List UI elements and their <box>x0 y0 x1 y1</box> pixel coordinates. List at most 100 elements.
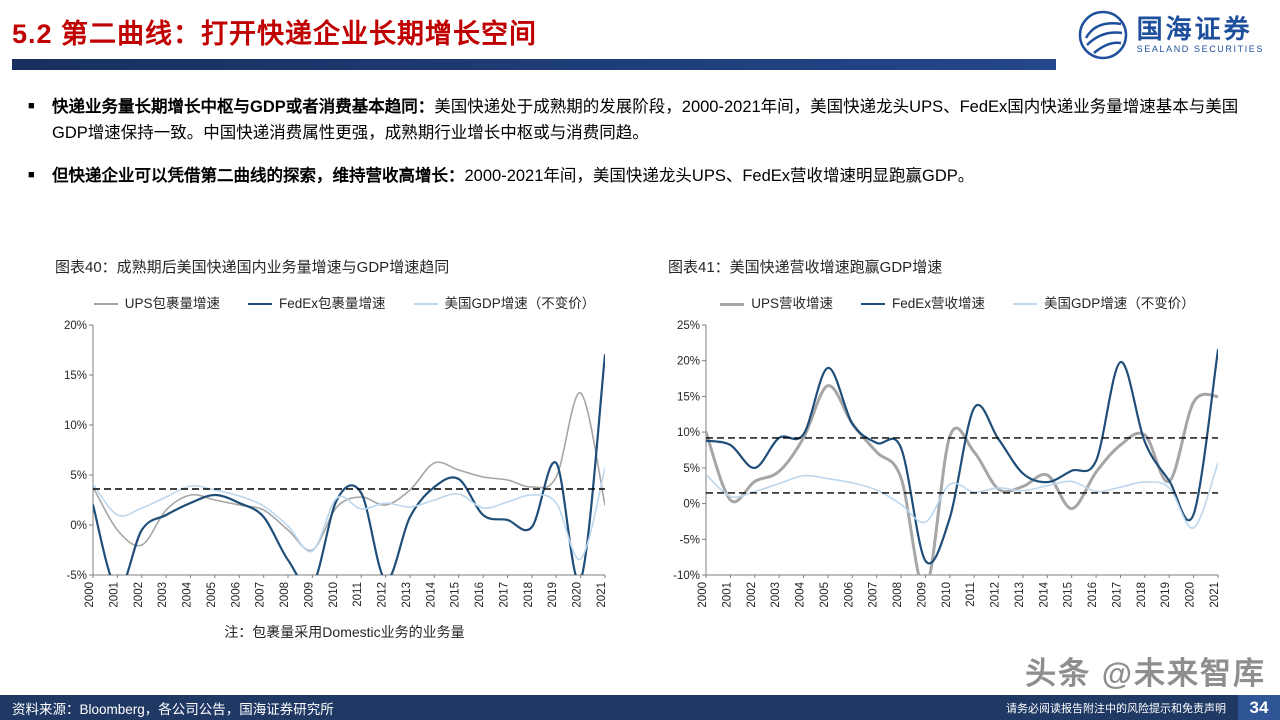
x-tick-label: 2016 <box>474 582 486 608</box>
bullet-list: ■ 快递业务量长期增长中枢与GDP或者消费基本趋同：美国快递处于成熟期的发展阶段… <box>28 94 1242 205</box>
x-tick-label: 2020 <box>572 582 584 608</box>
brand-name: 国海证券 <box>1136 14 1253 45</box>
y-tick-label: 15% <box>64 370 87 382</box>
series-line <box>93 392 605 552</box>
bullet-body: 2000-2021年间，美国快递龙头UPS、FedEx营收增速明显跑赢GDP。 <box>464 166 975 185</box>
legend-label: UPS营收增速 <box>751 296 833 311</box>
bullet-item-volume: ■ 快递业务量长期增长中枢与GDP或者消费基本趋同：美国快递处于成熟期的发展阶段… <box>28 94 1242 147</box>
x-tick-label: 2008 <box>279 582 291 608</box>
y-tick-label: -10% <box>673 570 700 582</box>
line-chart-revenue: -10% -5% 0% 5% 10% 15% 20% 25% 2000 2001 2002 2003 2… <box>673 320 1221 608</box>
x-tick-label: 2016 <box>1087 582 1099 608</box>
chart-note-volume: 注：包裹量采用Domestic业务的业务量 <box>224 624 465 640</box>
bullet-text: 但快递企业可以凭借第二曲线的探索，维持营收高增长：2000-2021年间，美国快… <box>52 163 974 189</box>
legend-swatch-fedex <box>860 303 885 306</box>
legend-swatch-gdp <box>1013 303 1038 306</box>
x-tick-label: 2011 <box>965 582 977 607</box>
x-tick-label: 2005 <box>206 582 218 608</box>
bullet-text: 快递业务量长期增长中枢与GDP或者消费基本趋同：美国快递处于成熟期的发展阶段，2… <box>52 94 1242 147</box>
y-tick-label: 15% <box>677 391 700 403</box>
x-tick-label: 2011 <box>352 582 364 607</box>
x-tick-label: 2020 <box>1185 582 1197 608</box>
x-tick-label: 2012 <box>990 582 1002 608</box>
y-tick-label: 0% <box>683 499 700 511</box>
line-chart-volume: -5% 0% 5% 10% 15% 20% 2000 2001 2002 2003 2004 2005… <box>64 320 608 608</box>
chart-legend-revenue: UPS营收增速 FedEx营收增速 美国GDP增速（不变价） <box>668 292 1247 312</box>
x-tick-label: 2019 <box>547 582 559 608</box>
series-line <box>706 462 1218 529</box>
y-tick-label: 20% <box>64 320 87 332</box>
legend-item-ups: UPS包裹量增速 <box>93 292 220 312</box>
x-tick-label: 2012 <box>377 582 389 608</box>
chart-title-revenue: 图表41：美国快递营收增速跑赢GDP增速 <box>668 259 943 276</box>
legend-label: FedEx营收增速 <box>891 296 986 311</box>
x-tick-label: 2000 <box>84 582 96 608</box>
x-tick-label: 2019 <box>1160 582 1172 608</box>
x-tick-label: 2008 <box>892 582 904 608</box>
y-tick-label: -5% <box>67 570 87 582</box>
page-number: 34 <box>1238 695 1280 720</box>
series-line <box>706 348 1218 565</box>
y-tick-label: 5% <box>70 470 87 482</box>
chart-revenue-growth: 图表41：美国快递营收增速跑赢GDP增速 UPS营收增速 FedEx营收增速 美… <box>668 256 1247 642</box>
chart-legend-volume: UPS包裹量增速 FedEx包裹量增速 美国GDP增速（不变价） <box>55 292 634 312</box>
x-tick-label: 2004 <box>182 581 194 607</box>
x-tick-label: 2009 <box>916 582 928 608</box>
x-tick-label: 2010 <box>941 582 953 608</box>
x-tick-label: 2021 <box>596 582 608 608</box>
series-line <box>93 353 605 575</box>
y-tick-label: 0% <box>70 520 87 532</box>
watermark: 头条 @未来智库 <box>1025 656 1266 691</box>
x-tick-label: 2021 <box>1209 582 1221 608</box>
legend-swatch-fedex <box>247 303 272 306</box>
x-tick-label: 2018 <box>523 582 535 608</box>
source-text: 资料来源：Bloomberg，各公司公告，国海证券研究所 <box>12 701 334 717</box>
chart-volume-growth: 图表40：成熟期后美国快递国内业务量增速与GDP增速趋同 UPS包裹量增速 Fe… <box>55 256 634 642</box>
legend-item-gdp: 美国GDP增速（不变价） <box>413 292 595 312</box>
x-tick-label: 2000 <box>697 582 709 608</box>
charts-row: 图表40：成熟期后美国快递国内业务量增速与GDP增速趋同 UPS包裹量增速 Fe… <box>55 256 1247 642</box>
chart-title-volume: 图表40：成熟期后美国快递国内业务量增速与GDP增速趋同 <box>55 259 450 276</box>
x-tick-label: 2001 <box>721 582 733 608</box>
disclaimer-text: 请务必阅读报告附注中的风险提示和免责声明 <box>1006 702 1226 715</box>
x-tick-label: 2017 <box>499 582 511 608</box>
brand-text: 国海证券 SEALAND SECURITIES <box>1136 14 1264 54</box>
y-tick-label: 25% <box>677 320 700 332</box>
x-tick-label: 2006 <box>230 582 242 608</box>
x-tick-label: 2018 <box>1136 582 1148 608</box>
legend-item-ups: UPS营收增速 <box>720 292 833 312</box>
x-tick-label: 2010 <box>328 582 340 608</box>
x-tick-label: 2013 <box>401 582 413 608</box>
x-tick-label: 2004 <box>795 581 807 607</box>
series-line <box>93 467 605 560</box>
footer-bar: 资料来源：Bloomberg，各公司公告，国海证券研究所 请务必阅读报告附注中的… <box>0 695 1280 720</box>
x-tick-label: 2006 <box>843 582 855 608</box>
bullet-item-revenue: ■ 但快递企业可以凭借第二曲线的探索，维持营收高增长：2000-2021年间，美… <box>28 163 1242 189</box>
x-tick-label: 2007 <box>868 582 880 608</box>
y-tick-label: 10% <box>64 420 87 432</box>
y-tick-label: -5% <box>680 534 700 546</box>
bullet-lead: 但快递企业可以凭借第二曲线的探索，维持营收高增长： <box>52 166 465 185</box>
x-tick-label: 2002 <box>746 582 758 608</box>
x-tick-label: 2014 <box>425 581 437 607</box>
title-underline-bar <box>12 59 1056 70</box>
x-tick-label: 2003 <box>770 582 782 608</box>
x-tick-label: 2002 <box>133 582 145 608</box>
brand-logo: 国海证券 SEALAND SECURITIES <box>1078 10 1264 60</box>
x-tick-label: 2015 <box>450 582 462 608</box>
series-line <box>706 384 1218 575</box>
x-tick-label: 2005 <box>819 582 831 608</box>
x-tick-label: 2015 <box>1063 582 1075 608</box>
y-tick-label: 5% <box>683 463 700 475</box>
brand-logo-icon <box>1078 10 1127 60</box>
bullet-marker: ■ <box>28 168 35 181</box>
legend-label: 美国GDP增速（不变价） <box>1044 296 1195 311</box>
legend-swatch-ups <box>93 303 118 306</box>
legend-swatch-gdp <box>413 303 438 306</box>
x-tick-label: 2001 <box>108 582 120 608</box>
legend-item-fedex: FedEx包裹量增速 <box>247 292 386 312</box>
x-tick-label: 2017 <box>1112 582 1124 608</box>
y-tick-label: 20% <box>677 356 700 368</box>
x-tick-label: 2013 <box>1014 582 1026 608</box>
